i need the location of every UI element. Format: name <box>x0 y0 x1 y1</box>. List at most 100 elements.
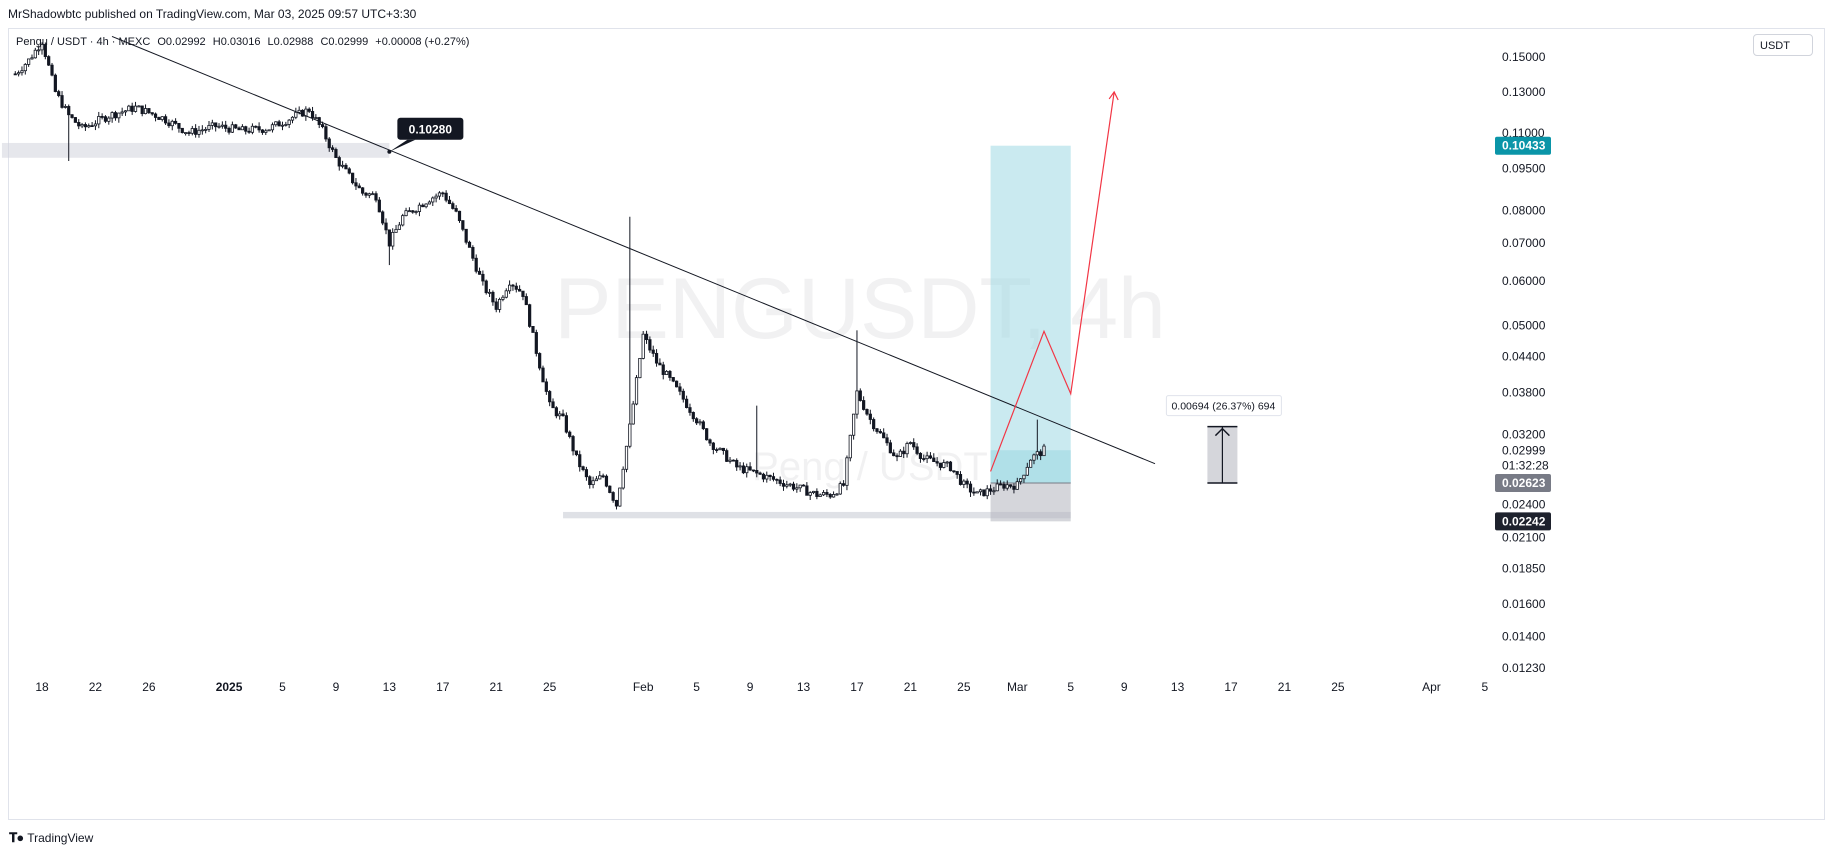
candle <box>514 282 518 293</box>
candle-body <box>431 197 435 203</box>
y-tick-label: 0.13000 <box>1502 85 1546 99</box>
candle-body <box>932 457 936 463</box>
candle-body <box>698 421 702 424</box>
candle-body <box>394 228 398 233</box>
candle <box>948 460 953 472</box>
candle <box>173 118 178 125</box>
candle-body <box>381 211 385 224</box>
candle <box>237 126 241 131</box>
candle-body <box>898 450 902 457</box>
y-tick-label: 0.06000 <box>1502 274 1546 288</box>
tradingview-logo[interactable]: 𝐓● TradingView <box>9 830 93 846</box>
candle <box>404 207 408 217</box>
candle <box>708 438 712 446</box>
candle <box>518 285 522 292</box>
candle <box>290 116 295 124</box>
candle <box>591 476 595 489</box>
candle <box>1002 481 1006 491</box>
candle <box>474 254 478 274</box>
symbol-label[interactable]: Pengu / USDT · 4h · MEXC <box>16 36 151 48</box>
candle-body <box>351 172 355 184</box>
candle-body <box>1042 445 1046 457</box>
candle <box>808 491 812 500</box>
y-tick-label: 0.07000 <box>1502 236 1546 250</box>
candle-body <box>648 339 652 351</box>
candle-body <box>601 475 605 478</box>
candle-body <box>688 407 692 413</box>
candle <box>541 365 545 383</box>
candle <box>778 476 782 487</box>
candle-body <box>83 124 88 128</box>
candle <box>40 42 44 55</box>
candle <box>464 228 468 245</box>
candle-body <box>574 450 579 456</box>
y-tick-label: 0.01850 <box>1502 561 1546 575</box>
candle <box>501 295 505 302</box>
candle <box>958 471 963 486</box>
x-tick-label: 21 <box>1278 680 1292 694</box>
candle <box>608 485 612 494</box>
candle-body <box>888 442 892 454</box>
candle-body <box>708 439 712 444</box>
target-zone[interactable] <box>990 145 1071 483</box>
candle <box>598 470 602 480</box>
candle-body <box>788 483 792 486</box>
candle <box>497 297 502 313</box>
candle-body <box>487 291 492 294</box>
candle <box>200 125 204 135</box>
candle <box>905 441 909 458</box>
candle-body <box>407 210 412 213</box>
currency-selector[interactable]: USDT <box>1753 34 1813 56</box>
candle <box>274 121 278 127</box>
candle <box>554 406 558 419</box>
candle <box>675 380 679 388</box>
price-axis[interactable]: 0.15000 0.13000 0.11000 0.09500 0.08000 0.070… <box>1495 50 1551 675</box>
candle <box>367 192 371 199</box>
candle <box>454 205 458 213</box>
projection-path[interactable] <box>989 91 1115 472</box>
measure-label-text: 0.00694 (26.37%) 694 <box>1171 401 1275 413</box>
candle <box>972 487 976 496</box>
y-tick-label: 0.01230 <box>1502 661 1546 675</box>
y-tick-label: 0.01400 <box>1502 629 1546 643</box>
candle <box>194 124 198 138</box>
candle-body <box>280 124 285 127</box>
resistance-label-box[interactable] <box>397 117 464 140</box>
candle <box>204 126 208 134</box>
high-value: H0.03016 <box>212 36 261 48</box>
x-tick-label: 9 <box>1121 680 1128 694</box>
candle <box>17 70 21 77</box>
candle <box>103 115 108 124</box>
candle-body <box>87 125 91 128</box>
candle-body <box>314 117 318 119</box>
descending-trendline[interactable] <box>111 35 1156 465</box>
candle <box>441 191 445 198</box>
candle-body <box>1039 451 1043 457</box>
candle <box>487 288 492 297</box>
candle-body <box>778 479 782 484</box>
stop-zone[interactable] <box>990 482 1071 522</box>
candle <box>73 117 77 123</box>
candle <box>177 122 181 133</box>
candle <box>868 409 872 425</box>
candle-body <box>274 121 278 126</box>
x-tick-label: 25 <box>543 680 557 694</box>
candle-body <box>1009 484 1013 487</box>
candle-body <box>514 285 518 290</box>
candle <box>1009 484 1013 489</box>
candle <box>437 191 442 200</box>
candle <box>775 478 779 485</box>
candle <box>447 195 452 205</box>
candle <box>357 183 361 189</box>
time-axis[interactable]: 18 22 26 2025 5 9 13 17 21 25 Feb 5 9 13 17 21 25 Mar 5 9 13… <box>35 680 1488 694</box>
candle-body <box>725 450 729 462</box>
y-tick-label: 0.04400 <box>1502 350 1546 364</box>
candle <box>53 73 57 93</box>
candle-body <box>160 116 164 120</box>
candle-body <box>93 123 98 127</box>
candle-body <box>257 126 261 131</box>
candle-body <box>421 204 425 208</box>
candle-body <box>481 273 485 282</box>
candle-body <box>310 111 315 119</box>
